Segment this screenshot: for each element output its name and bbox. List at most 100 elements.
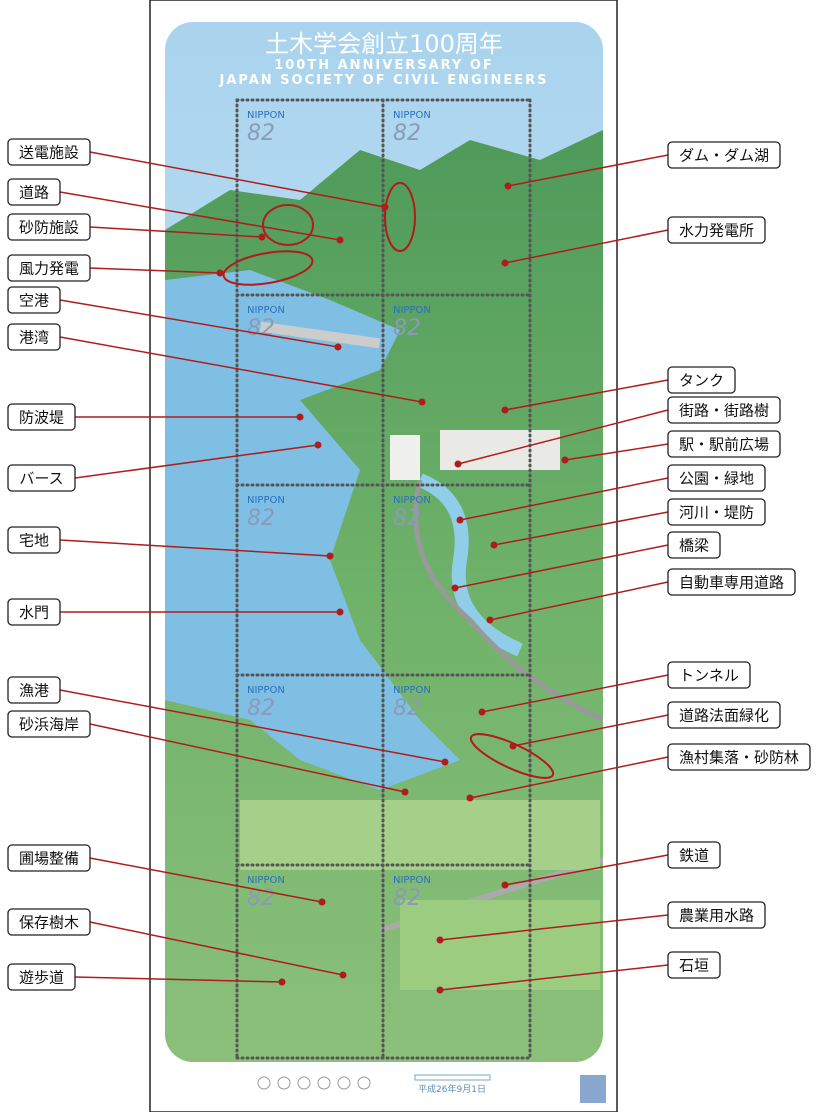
leader-line xyxy=(439,914,669,941)
leader-line xyxy=(59,689,446,763)
label-box xyxy=(7,963,76,991)
issue-date: 平成26年9月1日 xyxy=(418,1083,486,1095)
leader-dot xyxy=(339,971,347,979)
label-text: 河川・堤防 xyxy=(679,504,754,522)
label-box xyxy=(667,141,781,169)
label-text: 水力発電所 xyxy=(679,222,754,240)
leader-line xyxy=(89,226,263,238)
label-box xyxy=(7,178,61,206)
label-text: 宅地 xyxy=(19,532,49,550)
label-text: 漁港 xyxy=(19,682,49,700)
label-box xyxy=(667,366,736,394)
leader-dot xyxy=(490,541,498,549)
leader-line xyxy=(481,674,669,713)
label-box xyxy=(7,598,61,626)
label-text: 石垣 xyxy=(679,957,709,975)
leader-line xyxy=(489,581,669,621)
leader-dot xyxy=(418,398,426,406)
leader-line xyxy=(89,267,221,274)
stamp-country: NIPPON xyxy=(393,305,431,316)
label-text: ダム・ダム湖 xyxy=(679,147,769,165)
subtitle-line: JAPAN SOCIETY OF CIVIL ENGINEERS xyxy=(218,73,548,88)
leader-line xyxy=(469,756,669,799)
leader-line xyxy=(504,854,669,886)
stamp-value: 82 xyxy=(393,121,421,146)
leader-line xyxy=(59,191,341,241)
label-box xyxy=(667,841,721,869)
subtitle-line: 100TH ANNIVERSARY OF xyxy=(274,58,494,73)
stamp-country: NIPPON xyxy=(247,110,285,121)
leader-dot xyxy=(336,236,344,244)
leader-dot xyxy=(456,516,464,524)
stamp-grid: NIPPON82NIPPON82NIPPON82NIPPON82NIPPON82… xyxy=(235,98,532,1060)
label-text: 送電施設 xyxy=(19,144,79,162)
stamp-value: 82 xyxy=(393,886,421,911)
stamp-value: 82 xyxy=(247,506,275,531)
leader-dot xyxy=(451,584,459,592)
leader-line xyxy=(457,409,669,465)
leader-dot xyxy=(436,936,444,944)
leader-dot xyxy=(258,233,266,241)
qr-code xyxy=(580,1075,606,1103)
leader-dot xyxy=(478,708,486,716)
plate-circles xyxy=(257,1076,371,1090)
stamp-value: 82 xyxy=(247,121,275,146)
label-box xyxy=(667,901,766,929)
label-box xyxy=(7,254,91,282)
leader-dot xyxy=(436,986,444,994)
stamp-value: 82 xyxy=(393,696,421,721)
label-box xyxy=(667,661,751,689)
stamp-country: NIPPON xyxy=(393,495,431,506)
leader-line xyxy=(512,714,669,747)
leader-dot xyxy=(561,456,569,464)
label-box xyxy=(667,430,781,458)
leader-line xyxy=(89,151,386,208)
stamp-country: NIPPON xyxy=(247,495,285,506)
label-text: 保存樹木 xyxy=(19,914,79,932)
leader-dot xyxy=(336,608,344,616)
leader-line xyxy=(89,921,344,976)
leader-line xyxy=(507,154,669,187)
label-text: 漁村集落・砂防林 xyxy=(679,749,799,767)
leader-dot xyxy=(381,203,389,211)
leader-line xyxy=(439,964,669,991)
label-text: 橋梁 xyxy=(679,537,709,555)
label-box xyxy=(667,498,766,526)
stamp-country: NIPPON xyxy=(247,875,285,886)
label-text: 鉄道 xyxy=(679,847,709,865)
leader-dot xyxy=(466,794,474,802)
leader-dot xyxy=(318,898,326,906)
label-box xyxy=(667,568,796,596)
leader-line xyxy=(59,336,423,403)
leader-line xyxy=(89,857,323,903)
stamp-value: 82 xyxy=(247,696,275,721)
label-box xyxy=(7,676,61,704)
leader-dot xyxy=(486,616,494,624)
label-box xyxy=(667,701,781,729)
leader-dot xyxy=(314,441,322,449)
stamp-country: NIPPON xyxy=(393,110,431,121)
leader-dot xyxy=(296,413,304,421)
leader-line xyxy=(504,229,669,264)
stamp-country: NIPPON xyxy=(247,685,285,696)
leader-line xyxy=(504,379,669,411)
leader-dot xyxy=(401,788,409,796)
stamp-value: 82 xyxy=(393,316,421,341)
label-text: バース xyxy=(19,470,63,488)
label-box xyxy=(7,464,76,492)
leader-dot xyxy=(334,343,342,351)
leader-dot xyxy=(504,182,512,190)
leader-line xyxy=(459,477,669,521)
label-box xyxy=(7,138,91,166)
highlight-ellipse xyxy=(262,204,314,246)
label-box xyxy=(7,403,76,431)
stamp-value: 82 xyxy=(393,506,421,531)
label-text: 砂防施設 xyxy=(19,219,79,237)
label-text: 公園・緑地 xyxy=(679,470,754,488)
leader-line xyxy=(74,976,283,983)
label-box xyxy=(667,531,721,559)
label-box xyxy=(667,951,721,979)
label-box xyxy=(7,526,61,554)
date-bar xyxy=(414,1074,491,1081)
